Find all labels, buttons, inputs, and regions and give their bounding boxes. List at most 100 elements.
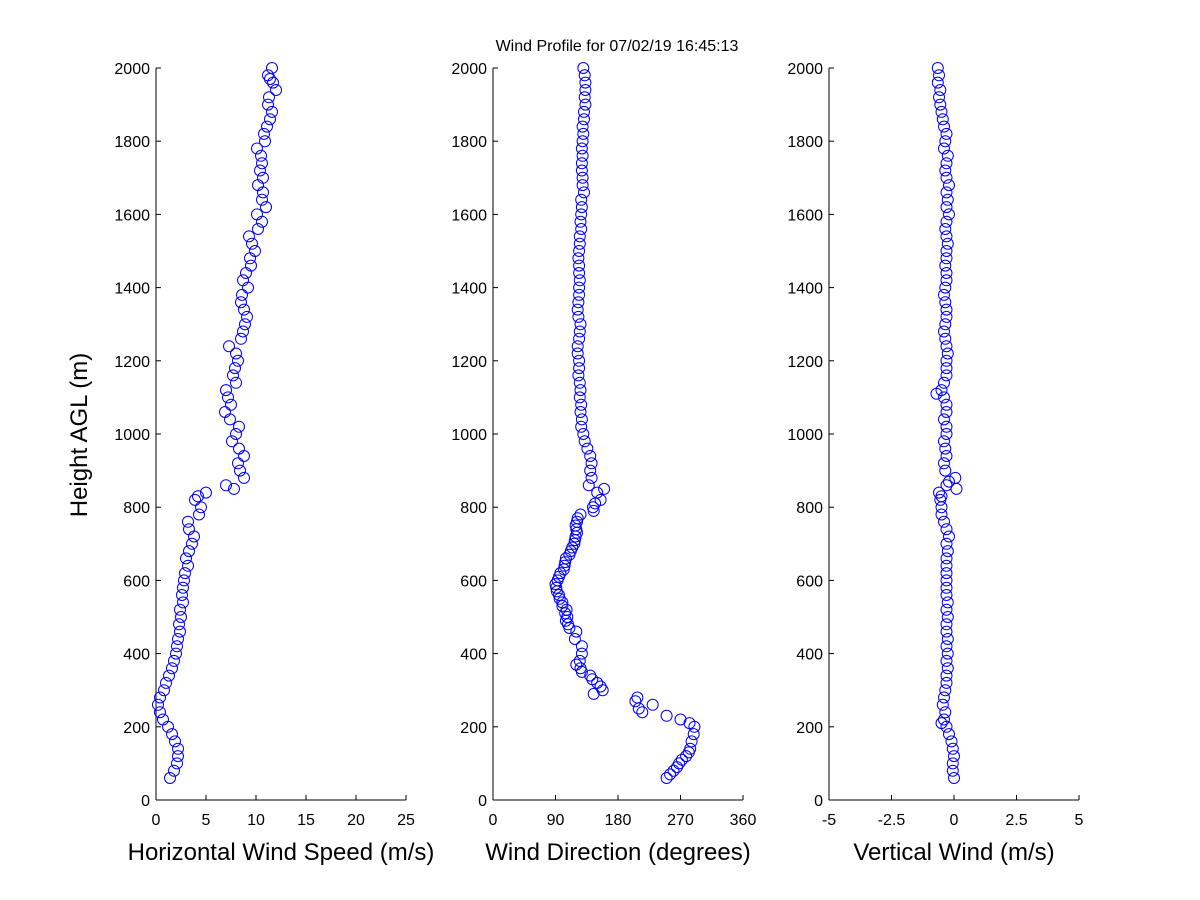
data-point [934,98,947,111]
data-point [183,523,195,536]
data-point [940,201,953,214]
data-point [946,742,959,755]
data-point [939,135,952,148]
data-point [240,267,252,279]
x-tick-label: 5 [1075,812,1084,829]
data-point [558,559,571,572]
data-point [570,625,583,638]
data-point [584,464,597,477]
y-tick-label: 1800 [114,134,150,151]
data-point [154,706,166,719]
y-tick-label: 1800 [787,134,823,151]
data-point [256,193,268,206]
data-point [935,717,948,730]
data-point [169,735,181,748]
data-point [192,490,204,503]
y-tick-label: 600 [796,573,823,590]
y-tick-label: 600 [460,573,487,590]
y-tick-label: 2000 [114,61,150,78]
data-point [948,772,960,784]
data-point [252,179,264,192]
data-point [574,508,587,521]
data-point [575,193,588,206]
data-point [554,567,567,580]
data-series [549,62,701,784]
data-point [238,303,250,316]
data-point [675,753,688,766]
y-tick-label: 800 [460,500,487,517]
data-point [939,223,952,235]
data-point [660,709,673,722]
data-point [940,369,953,382]
x-tick-label: 20 [347,812,365,829]
data-point [254,164,266,177]
data-point [940,603,953,616]
data-point [582,479,595,492]
data-point [222,391,234,404]
x-tick-label: -2.5 [878,812,906,829]
panel-3: 0 200 400 600 800 1000 1200 1400 1600 1800 2000 -5 -… [787,61,1083,866]
data-point [940,479,953,492]
data-point [578,105,590,118]
data-point [945,735,958,748]
data-point [238,471,250,484]
data-point [631,691,644,704]
y-tick-label: 1000 [114,427,150,444]
data-point [243,230,255,243]
data-point [257,186,269,199]
x-tick-label: 0 [489,812,498,829]
data-point [575,157,588,170]
data-point [177,581,189,594]
data-point [263,91,275,104]
data-point [578,113,590,126]
data-point [940,171,953,184]
data-point [573,281,586,294]
data-point [573,274,586,287]
x-tick-label: 180 [605,812,632,829]
data-point [940,640,953,653]
data-point [938,288,950,301]
data-point [941,662,954,675]
data-point [939,332,952,345]
data-point [938,120,950,133]
data-point [591,486,604,499]
data-point [940,574,953,587]
data-point [598,482,611,495]
y-tick-label: 1600 [787,207,823,224]
data-point [166,662,178,675]
data-point [245,259,257,272]
y-tick-label: 1400 [451,281,487,298]
data-point [230,347,242,360]
y-tick-label: 2000 [451,61,487,78]
data-point [940,581,953,594]
data-point [940,274,953,287]
data-point [594,680,607,693]
data-point [230,428,242,440]
data-point [573,376,586,389]
data-point [270,84,282,96]
data-point [262,69,274,82]
y-tick-label: 200 [123,720,150,737]
y-tick-label: 600 [123,573,150,590]
data-point [163,669,175,682]
data-point [235,296,247,309]
x-tick-label: 0 [152,812,161,829]
data-point [935,508,948,521]
data-point [264,113,276,126]
data-point [941,237,954,250]
data-point [577,62,590,74]
data-point [941,193,954,206]
data-point [157,713,169,726]
data-point [581,442,594,455]
data-point [244,252,256,265]
data-point [938,376,950,389]
data-point [232,354,244,367]
data-point [939,684,952,697]
data-point [674,713,687,726]
data-point [940,398,953,411]
data-point [941,633,954,645]
data-point [938,325,950,338]
data-point [940,186,953,199]
